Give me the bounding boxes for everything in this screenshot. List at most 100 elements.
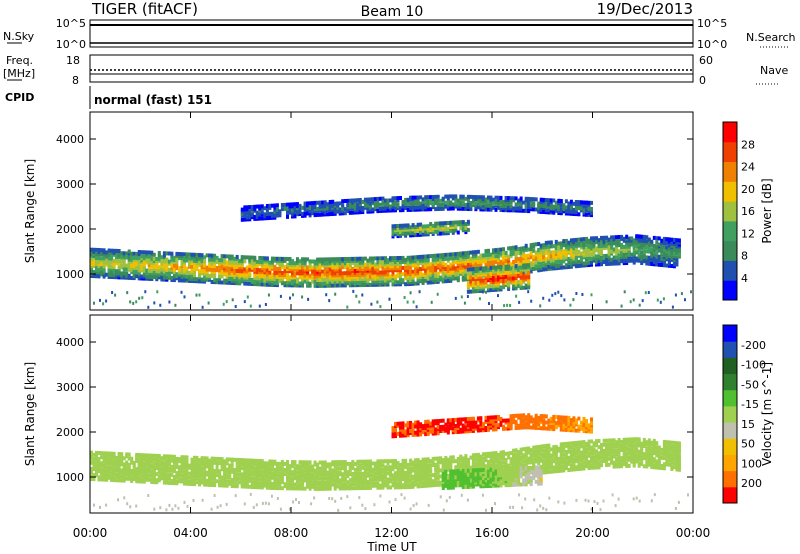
- echo-cell: [499, 267, 503, 272]
- echo-cell: [569, 199, 573, 204]
- echo-cell: [617, 239, 621, 244]
- echo-cell: [258, 463, 262, 468]
- echo-cell: [240, 484, 244, 489]
- echo-cell: [255, 278, 259, 283]
- echo-cell: [507, 254, 511, 259]
- echo-cell: [142, 475, 146, 480]
- echo-cell: [451, 252, 455, 257]
- echo-cell: [167, 251, 171, 256]
- echo-cell: [238, 480, 242, 485]
- echo-cell: [303, 207, 307, 212]
- echo-cell: [647, 237, 651, 242]
- echo-cell: [514, 245, 518, 250]
- echo-cell: [434, 229, 438, 234]
- echo-cell: [260, 210, 264, 215]
- echo-cell: [371, 477, 375, 482]
- echo-cell: [112, 263, 116, 267]
- echo-cell: [650, 262, 654, 266]
- echo-cell: [409, 233, 413, 238]
- echo-cell: [298, 464, 302, 469]
- echo-cell: [519, 271, 523, 276]
- echo-cell: [228, 260, 232, 265]
- echo-cell: [243, 474, 247, 479]
- echo-cell: [436, 259, 440, 264]
- echo-cell: [135, 457, 139, 461]
- echo-cell: [353, 482, 357, 487]
- echo-cell: [386, 268, 390, 273]
- echo-cell: [590, 293, 593, 297]
- echo-cell: [426, 254, 430, 259]
- echo-cell: [366, 479, 370, 484]
- freq-left-tick-high: 18: [66, 54, 80, 67]
- echo-cell: [479, 197, 483, 202]
- echo-cell: [414, 233, 418, 238]
- echo-cell: [273, 471, 277, 476]
- echo-cell: [265, 256, 269, 261]
- echo-cell: [265, 461, 269, 466]
- echo-cell: [446, 194, 450, 199]
- echo-cell: [363, 459, 367, 464]
- echo-cell: [275, 266, 279, 271]
- echo-cell: [275, 473, 279, 478]
- echo-cell: [225, 461, 229, 466]
- echo-cell: [140, 477, 144, 482]
- echo-cell: [92, 473, 96, 478]
- echo-cell: [140, 473, 144, 478]
- echo-cell: [170, 267, 174, 272]
- echo-cell: [291, 212, 294, 217]
- echo-cell: [311, 265, 315, 270]
- echo-cell: [235, 466, 239, 470]
- echo-cell: [147, 254, 151, 259]
- echo-cell: [461, 271, 465, 276]
- echo-cell: [502, 273, 506, 278]
- echo-cell: [152, 252, 156, 257]
- echo-cell: [102, 248, 106, 253]
- echo-cell: [195, 476, 199, 481]
- echo-cell: [177, 266, 181, 271]
- echo-cell: [95, 247, 98, 252]
- echo-cell: [466, 283, 470, 288]
- echo-cell: [316, 206, 320, 211]
- echo-cell: [298, 472, 302, 477]
- echo-cell: [235, 472, 239, 477]
- echo-cell: [326, 480, 330, 485]
- echo-cell: [157, 462, 161, 467]
- echo-cell: [280, 273, 284, 278]
- echo-cell: [373, 477, 377, 482]
- echo-cell: [92, 465, 96, 469]
- echo-cell: [517, 280, 521, 285]
- echo-cell: [461, 226, 465, 231]
- echo-cell: [577, 202, 581, 207]
- echo-cell: [627, 236, 631, 241]
- echo-cell: [268, 276, 272, 281]
- echo-cell: [551, 293, 554, 297]
- echo-cell: [268, 270, 272, 275]
- echo-cell: [363, 276, 367, 281]
- echo-cell: [421, 207, 425, 212]
- echo-cell: [527, 279, 531, 284]
- echo-cell: [333, 283, 337, 288]
- echo-cell: [464, 202, 468, 207]
- echo-cell: [366, 274, 370, 279]
- echo-cell: [112, 472, 116, 476]
- echo-cell: [208, 273, 212, 278]
- echo-cell: [222, 302, 225, 306]
- echo-cell: [307, 297, 310, 301]
- echo-cell: [260, 459, 264, 464]
- echo-cell: [253, 204, 257, 209]
- echo-cell: [218, 457, 222, 461]
- echo-cell: [605, 260, 609, 264]
- echo-cell: [371, 197, 375, 202]
- echo-cell: [205, 478, 209, 483]
- echo-cell: [635, 248, 639, 253]
- echo-cell: [449, 262, 453, 267]
- echo-cell: [110, 465, 114, 470]
- echo-cell: [175, 459, 179, 463]
- echo-cell: [102, 451, 106, 456]
- echo-cell: [512, 259, 516, 264]
- echo-cell: [195, 257, 199, 261]
- echo-cell: [466, 273, 470, 278]
- echo-cell: [291, 259, 294, 264]
- echo-cell: [208, 265, 212, 270]
- echo-cell: [336, 460, 340, 465]
